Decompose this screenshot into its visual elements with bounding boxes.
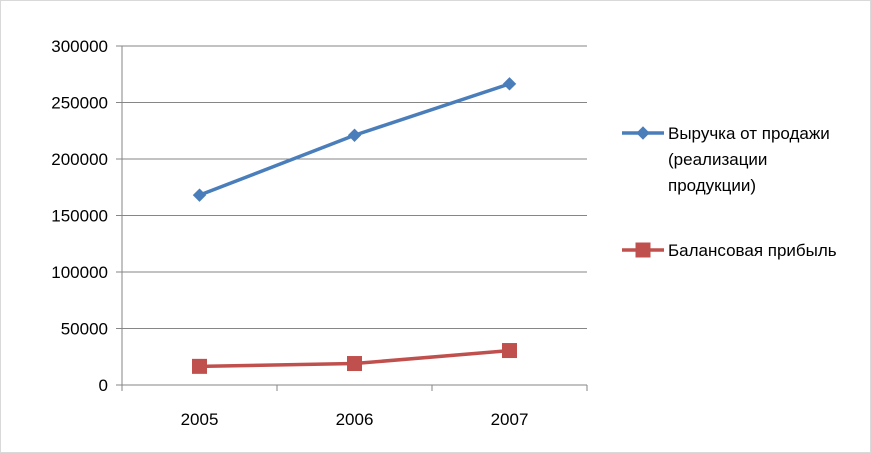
y-tick-label: 0: [99, 376, 108, 395]
y-tick-label: 200000: [51, 150, 108, 169]
legend-entry: Выручка от продажи (реализации продукции): [622, 124, 830, 195]
y-tick-label: 50000: [61, 320, 108, 339]
series-0: [192, 77, 517, 202]
legend-marker: [636, 126, 650, 140]
x-tick-label: 2005: [181, 410, 219, 429]
x-tick-label: 2006: [336, 410, 374, 429]
legend-entry: Балансовая прибыль: [622, 241, 837, 260]
x-tick-label: 2007: [491, 410, 529, 429]
legend-marker: [635, 242, 651, 258]
legend: Выручка от продажи (реализации продукции) Б…: [622, 124, 837, 260]
axes: [116, 45, 588, 391]
y-tick-label: 250000: [51, 94, 108, 113]
data-point: [192, 358, 207, 374]
data-point: [347, 128, 362, 142]
data-point: [502, 77, 517, 91]
x-axis-tick-labels: 2005 2006 2007: [181, 410, 529, 429]
y-tick-label: 300000: [51, 37, 108, 56]
y-tick-label: 150000: [51, 207, 108, 226]
legend-label: (реализации: [668, 150, 767, 169]
gridlines: [122, 45, 587, 329]
series-layer: [192, 77, 517, 374]
data-point: [347, 356, 362, 372]
data-point: [502, 343, 517, 359]
y-tick-label: 100000: [51, 263, 108, 282]
series-1: [192, 343, 517, 374]
y-axis-tick-labels: 0 50000 100000 150000 200000 250000 300000: [51, 37, 108, 395]
legend-label: Балансовая прибыль: [668, 241, 837, 260]
legend-label: Выручка от продажи: [668, 124, 830, 143]
data-point: [192, 188, 207, 202]
legend-label: продукции): [668, 176, 756, 195]
